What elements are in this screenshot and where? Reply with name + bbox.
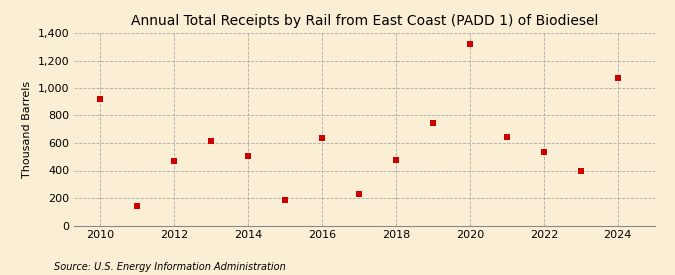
Point bbox=[464, 42, 475, 46]
Title: Annual Total Receipts by Rail from East Coast (PADD 1) of Biodiesel: Annual Total Receipts by Rail from East … bbox=[131, 14, 598, 28]
Point bbox=[279, 198, 290, 202]
Point bbox=[502, 134, 512, 139]
Point bbox=[317, 136, 327, 140]
Point bbox=[132, 203, 142, 208]
Text: Source: U.S. Energy Information Administration: Source: U.S. Energy Information Administ… bbox=[54, 262, 286, 272]
Point bbox=[539, 150, 549, 154]
Point bbox=[612, 76, 623, 81]
Point bbox=[95, 97, 105, 101]
Point bbox=[354, 192, 364, 196]
Point bbox=[391, 158, 402, 162]
Point bbox=[242, 154, 253, 158]
Point bbox=[575, 169, 586, 173]
Point bbox=[206, 139, 217, 143]
Point bbox=[169, 159, 180, 163]
Point bbox=[427, 121, 438, 125]
Y-axis label: Thousand Barrels: Thousand Barrels bbox=[22, 81, 32, 178]
